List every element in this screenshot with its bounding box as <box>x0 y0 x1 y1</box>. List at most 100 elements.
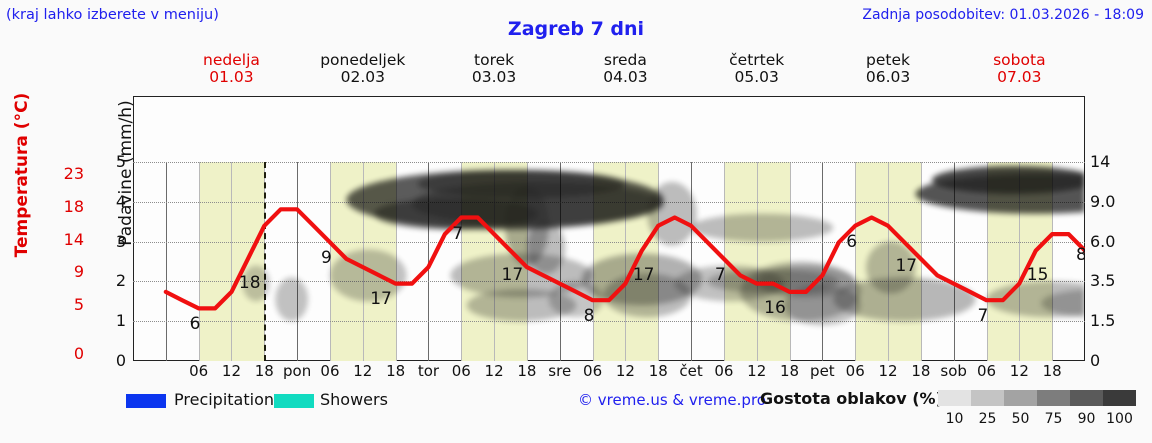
day-column-sreda: sreda 04.03 <box>555 51 695 87</box>
day-column-torek: torek 03.03 <box>424 51 564 87</box>
day-separator <box>953 162 955 361</box>
day-column-petek: petek 06.03 <box>818 51 958 87</box>
temperature-tick: 0 <box>73 344 84 364</box>
temperature-tick: 14 <box>63 229 84 249</box>
showers-swatch <box>274 394 314 408</box>
cloud-density-legend-title: Gostota oblakov (%) <box>760 389 943 408</box>
day-separator <box>691 162 693 361</box>
temperature-value-label: 17 <box>895 256 918 277</box>
cloud-density-ramp-label: 100 <box>1106 411 1133 427</box>
day-date: 03.03 <box>471 68 517 87</box>
day-separator <box>165 162 167 361</box>
x-tick-06: 06 <box>976 362 997 380</box>
x-tick-12: 12 <box>878 362 898 380</box>
hour-gridline <box>231 162 233 361</box>
day-date: 06.03 <box>865 68 911 87</box>
hour-gridline <box>658 162 660 361</box>
x-tick-18: 18 <box>911 362 931 380</box>
last-update-text: Zadnja posodobitev: 01.03.2026 - 18:09 <box>862 7 1144 23</box>
temperature-value-label: 8 <box>1076 244 1085 265</box>
x-tick-18: 18 <box>648 362 668 380</box>
x-tick-12: 12 <box>747 362 767 380</box>
day-date: 05.03 <box>734 68 779 87</box>
x-tick-06: 06 <box>714 362 734 380</box>
cloud-density-ramp-label: 50 <box>1011 411 1030 427</box>
cloud-density-scale-labels: 10 25 50 75 90 100 <box>938 408 1148 427</box>
horizontal-gridline <box>133 321 1085 323</box>
forecast-plot-area: 6 18 9 17 7 17 8 17 7 16 6 17 7 15 8 <box>133 162 1085 361</box>
cloud-density-ramp-cell <box>1103 390 1136 406</box>
hour-gridline <box>855 162 857 361</box>
day-separator <box>297 162 299 361</box>
precipitation-tick: 3 <box>115 231 126 251</box>
temperature-value-label: 7 <box>977 306 989 327</box>
temperature-value-label: 16 <box>764 297 786 318</box>
x-tick-pet: pet <box>810 362 835 380</box>
chart-legend: Precipitation Showers © vreme.us & vreme… <box>0 388 1152 438</box>
day-date: 02.03 <box>340 68 385 87</box>
day-column-četrtek: četrtek 05.03 <box>687 51 827 87</box>
cloud-height-tick: 3.5 <box>1090 271 1116 291</box>
x-tick-18: 18 <box>386 362 406 380</box>
day-column-sobota: sobota 07.03 <box>949 51 1089 87</box>
x-tick-12: 12 <box>1009 362 1029 380</box>
x-tick-12: 12 <box>615 362 635 380</box>
temperature-value-label: 17 <box>501 264 524 285</box>
horizontal-gridline <box>133 281 1085 283</box>
x-tick-sre: sre <box>548 362 572 380</box>
cloud-density-ramp-label: 75 <box>1044 411 1063 427</box>
cloud-density-ramp-cell <box>971 390 1004 406</box>
hour-gridline <box>526 162 528 361</box>
day-name: četrtek <box>729 51 785 69</box>
day-name: torek <box>474 51 515 69</box>
daylight-band <box>198 162 265 361</box>
page-title: Zagreb 7 dni <box>507 18 645 40</box>
day-header-strip: nedelja 01.03 ponedeljek 02.03 torek 03.03 sre… <box>0 51 1152 92</box>
daylight-band <box>855 162 921 361</box>
temperature-value-label: 9 <box>320 248 332 269</box>
precipitation-swatch <box>126 394 166 408</box>
temperature-tick: 23 <box>63 163 84 183</box>
showers-legend-label: Showers <box>320 390 388 409</box>
day-date: 04.03 <box>603 68 648 87</box>
temperature-tick: 18 <box>63 196 84 216</box>
temperature-value-label: 15 <box>1026 264 1049 285</box>
horizontal-gridline <box>133 241 1085 243</box>
cloud-height-tick: 9.0 <box>1090 191 1116 211</box>
precipitation-tick: 2 <box>115 271 126 291</box>
x-tick-12: 12 <box>353 362 373 380</box>
cloud-density-ramp-label: 10 <box>945 411 964 427</box>
hour-gridline <box>362 162 364 361</box>
temperature-value-label: 17 <box>370 289 392 310</box>
precipitation-legend-label: Precipitation <box>174 390 275 409</box>
hour-gridline <box>756 162 758 361</box>
x-tick-06: 06 <box>583 362 603 380</box>
precipitation-tick: 4 <box>115 191 126 211</box>
cloud-height-tick: 1.5 <box>1090 311 1116 331</box>
temperature-value-label: 6 <box>189 314 201 335</box>
temperature-value-label: 7 <box>452 223 464 244</box>
temperature-tick: 5 <box>73 295 84 315</box>
cloud-density-color-ramp <box>938 390 1136 406</box>
temperature-tick: 9 <box>73 262 84 282</box>
hour-gridline <box>789 162 791 361</box>
day-column-ponedeljek: ponedeljek 02.03 <box>293 51 433 87</box>
day-name: sreda <box>603 51 647 69</box>
cloud-density-ramp-cell <box>1037 390 1070 406</box>
cloud-density-ramp-cell <box>1070 390 1103 406</box>
day-separator <box>559 162 561 361</box>
horizontal-gridline <box>133 162 1085 163</box>
precipitation-tick: 5 <box>115 152 126 171</box>
hour-gridline <box>461 162 463 361</box>
day-name: petek <box>866 51 911 69</box>
day-column-nedelja: nedelja 01.03 <box>161 51 301 87</box>
day-date: 07.03 <box>997 68 1042 87</box>
day-name: nedelja <box>203 51 260 69</box>
page-header: (kraj lahko izberete v meniju) Zagreb 7 … <box>0 0 1152 40</box>
cloud-density-ramp-cell <box>1004 390 1037 406</box>
x-tick-12: 12 <box>484 362 504 380</box>
x-tick-tor: tor <box>417 362 440 380</box>
cloud-density-ramp-cell <box>938 390 971 406</box>
temperature-value-label: 18 <box>238 272 261 293</box>
copyright-link[interactable]: © vreme.us & vreme.pro <box>578 391 766 409</box>
